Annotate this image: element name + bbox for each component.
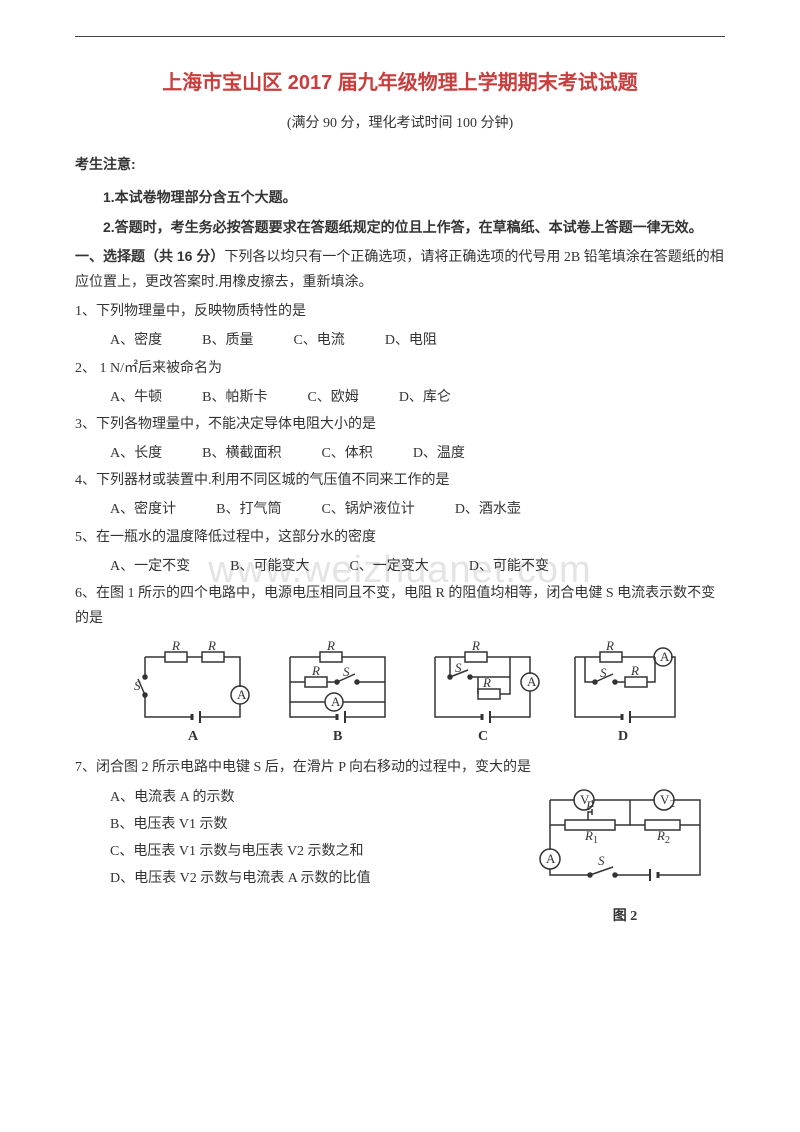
figure-2-circuit-icon: V1 V2 P R1 R2 A S xyxy=(530,785,720,895)
question-3-text: 3、下列各物理量中，不能决定导体电阻大小的是 xyxy=(75,412,725,437)
q3-opt-a: A、长度 xyxy=(110,441,162,466)
page-top-rule xyxy=(75,36,725,37)
exam-subtitle: (满分 90 分，理化考试时间 100 分钟) xyxy=(75,111,725,136)
question-5-options: A、一定不变 B、可能变大 C、一定变大 D、可能不变 xyxy=(75,554,725,579)
question-4-text: 4、下列器材或装置中.利用不同区城的气压值不同来工作的是 xyxy=(75,468,725,493)
q4-opt-c: C、锅炉液位计 xyxy=(321,497,414,522)
q1-opt-a: A、密度 xyxy=(110,328,162,353)
question-5-text: 5、在一瓶水的温度降低过程中，这部分水的密度 xyxy=(75,525,725,550)
svg-text:R: R xyxy=(656,828,665,843)
svg-text:R: R xyxy=(584,828,593,843)
svg-text:R: R xyxy=(471,638,480,653)
question-1-text: 1、下列物理量中，反映物质特性的是 xyxy=(75,299,725,324)
q4-opt-b: B、打气筒 xyxy=(216,497,281,522)
svg-text:S: S xyxy=(600,665,607,680)
svg-text:A: A xyxy=(188,729,199,744)
question-7-options: A、电流表 A 的示数 B、电压表 V1 示数 C、电压表 V1 示数与电压表 … xyxy=(75,785,525,894)
svg-text:A: A xyxy=(660,649,670,664)
figure-2-label: 图 2 xyxy=(525,904,725,929)
svg-text:S: S xyxy=(343,664,350,679)
notice-1: 1.本试卷物理部分含五个大题。 xyxy=(75,185,725,210)
q1-opt-d: D、电阻 xyxy=(385,328,437,353)
q7-opt-a: A、电流表 A 的示数 xyxy=(110,785,525,810)
svg-text:R: R xyxy=(630,663,639,678)
q5-opt-c: C、一定变大 xyxy=(349,554,428,579)
circuit-diagrams-icon: A S R R A A xyxy=(120,637,680,747)
svg-text:R: R xyxy=(605,638,614,653)
svg-text:2: 2 xyxy=(665,835,670,846)
svg-text:S: S xyxy=(134,678,141,693)
q5-opt-d: D、可能不变 xyxy=(469,554,549,579)
question-6-text: 6、在图 1 所示的四个电路中，电源电压相同且不变，电阻 R 的阻值均相等，闭合… xyxy=(75,581,725,631)
q2-opt-d: D、库仑 xyxy=(399,385,451,410)
q2-opt-b: B、帕斯卡 xyxy=(202,385,267,410)
question-2-options: A、牛顿 B、帕斯卡 C、欧姆 D、库仑 xyxy=(75,385,725,410)
svg-text:S: S xyxy=(455,660,462,675)
svg-text:B: B xyxy=(333,729,342,744)
figure-1-circuits: A S R R A A xyxy=(75,637,725,747)
q4-opt-a: A、密度计 xyxy=(110,497,176,522)
svg-text:A: A xyxy=(527,674,537,689)
svg-text:R: R xyxy=(207,638,216,653)
svg-text:S: S xyxy=(598,853,605,868)
question-2-text: 2、 1 N/㎡后来被命名为 xyxy=(75,356,725,381)
svg-text:A: A xyxy=(331,694,341,709)
svg-text:R: R xyxy=(482,675,491,690)
q2-opt-c: C、欧姆 xyxy=(307,385,358,410)
q5-opt-a: A、一定不变 xyxy=(110,554,190,579)
notice-heading: 考生注意: xyxy=(75,152,725,177)
figure-2: V1 V2 P R1 R2 A S xyxy=(525,785,725,929)
svg-text:A: A xyxy=(546,851,556,866)
question-3-options: A、长度 B、横截面积 C、体积 D、温度 xyxy=(75,441,725,466)
document-content: 上海市宝山区 2017 届九年级物理上学期期末考试试题 (满分 90 分，理化考… xyxy=(75,65,725,929)
svg-text:R: R xyxy=(326,638,335,653)
svg-text:C: C xyxy=(478,729,488,744)
svg-text:1: 1 xyxy=(593,835,598,846)
q7-opt-b: B、电压表 V1 示数 xyxy=(110,812,525,837)
q4-opt-d: D、酒水壶 xyxy=(455,497,521,522)
notice-2: 2.答题时，考生务必按答题要求在答题纸规定的位且上作答，在草稿纸、本试卷上答题一… xyxy=(75,215,725,240)
q1-opt-b: B、质量 xyxy=(202,328,253,353)
svg-text:V: V xyxy=(660,792,670,807)
question-4-options: A、密度计 B、打气筒 C、锅炉液位计 D、酒水壶 xyxy=(75,497,725,522)
section-1-label: 一、选择题（共 16 分） xyxy=(75,248,224,264)
svg-text:D: D xyxy=(618,729,628,744)
q7-opt-d: D、电压表 V2 示数与电流表 A 示数的比值 xyxy=(110,866,525,891)
svg-text:R: R xyxy=(171,638,180,653)
q3-opt-c: C、体积 xyxy=(321,441,372,466)
question-1-options: A、密度 B、质量 C、电流 D、电阻 xyxy=(75,328,725,353)
q1-opt-c: C、电流 xyxy=(293,328,344,353)
q3-opt-b: B、横截面积 xyxy=(202,441,281,466)
section-1-heading: 一、选择题（共 16 分）下列各以均只有一个正确选项，请将正确选项的代号用 2B… xyxy=(75,244,725,295)
q7-opt-c: C、电压表 V1 示数与电压表 V2 示数之和 xyxy=(110,839,525,864)
q3-opt-d: D、温度 xyxy=(413,441,465,466)
exam-title: 上海市宝山区 2017 届九年级物理上学期期末考试试题 xyxy=(75,65,725,101)
q5-opt-b: B、可能变大 xyxy=(230,554,309,579)
svg-text:P: P xyxy=(585,798,594,813)
svg-text:A: A xyxy=(237,687,247,702)
q2-opt-a: A、牛顿 xyxy=(110,385,162,410)
question-7-block: A、电流表 A 的示数 B、电压表 V1 示数 C、电压表 V1 示数与电压表 … xyxy=(75,785,725,929)
svg-text:R: R xyxy=(311,663,320,678)
question-7-text: 7、闭合图 2 所示电路中电键 S 后，在滑片 P 向右移动的过程中，变大的是 xyxy=(75,755,725,780)
